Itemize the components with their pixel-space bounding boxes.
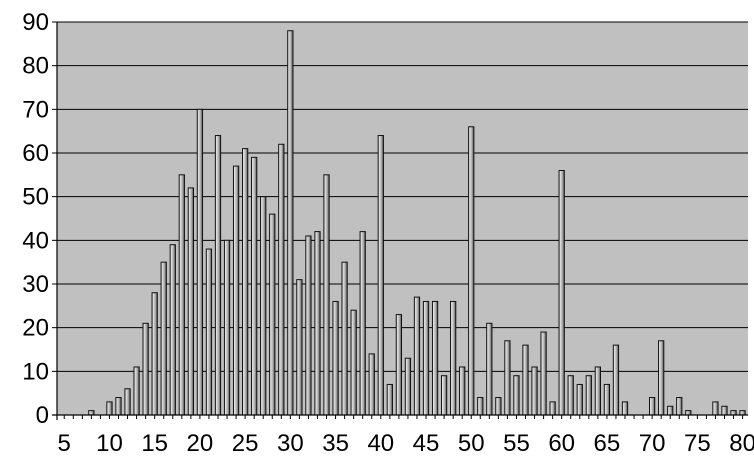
bar [576, 383, 583, 416]
x-tick-label: 30 [277, 430, 304, 457]
bar [739, 410, 746, 416]
bar [133, 366, 140, 416]
bar [649, 397, 656, 416]
bar [504, 340, 511, 416]
bar [287, 30, 294, 416]
bar [422, 300, 430, 416]
bar [368, 353, 375, 416]
bar [232, 165, 240, 416]
bar [468, 126, 475, 416]
bar [278, 143, 285, 416]
bar [115, 397, 122, 416]
bar [242, 148, 249, 416]
bar [314, 231, 321, 416]
x-axis-tick-labels: 5 10 15 20 25 30 35 40 45 50 55 60 65 70 75 80 [58, 430, 754, 457]
x-tick-label: 5 [58, 430, 71, 457]
bar [269, 213, 276, 416]
bar [404, 357, 412, 416]
bar [196, 108, 204, 416]
x-tick-label: 65 [594, 430, 621, 457]
bar [413, 296, 421, 416]
bar [603, 383, 611, 416]
x-tick-label: 40 [367, 430, 394, 457]
x-tick-label: 80 [729, 430, 754, 457]
bar [386, 383, 393, 416]
x-tick-label: 70 [639, 430, 666, 457]
bar [88, 410, 95, 416]
bar [350, 309, 357, 416]
y-tick-label: 0 [36, 402, 49, 429]
bar [549, 401, 556, 416]
bar [594, 366, 601, 416]
bar [712, 401, 719, 416]
bar [540, 331, 547, 416]
bar [621, 401, 629, 416]
bar [323, 174, 330, 416]
axes [52, 21, 748, 420]
bar [341, 261, 348, 416]
x-tick-label: 35 [322, 430, 349, 457]
bar [612, 344, 620, 416]
bar [214, 135, 222, 416]
bar [296, 279, 303, 416]
bar [142, 322, 149, 416]
bar [124, 388, 131, 416]
bar [187, 187, 194, 416]
bar [440, 375, 448, 416]
y-tick-label: 20 [22, 315, 49, 342]
bar [106, 401, 113, 416]
bar [676, 397, 683, 416]
bar [223, 239, 231, 416]
bar [160, 261, 167, 416]
bar [685, 410, 692, 416]
bar [558, 169, 565, 416]
y-tick-label: 70 [22, 96, 49, 123]
bar [377, 135, 384, 416]
bar [251, 156, 258, 416]
x-tick-label: 20 [187, 430, 214, 457]
x-tick-label: 75 [684, 430, 711, 457]
bar [205, 248, 213, 416]
bar [151, 292, 158, 416]
x-tick-label: 25 [232, 430, 259, 457]
bar [450, 300, 457, 416]
bar [395, 314, 403, 416]
y-tick-label: 10 [22, 358, 49, 385]
bar [305, 235, 312, 416]
bar [495, 397, 502, 416]
bar [522, 344, 529, 416]
bar [477, 397, 484, 416]
bar [567, 375, 574, 416]
bar [658, 340, 665, 416]
y-axis-tick-labels: 0 10 20 30 40 50 60 70 80 90 [22, 9, 49, 429]
y-tick-label: 30 [22, 271, 49, 298]
y-tick-label: 50 [22, 184, 49, 211]
y-tick-label: 80 [22, 53, 49, 80]
bar [431, 300, 439, 416]
x-tick-label: 10 [96, 430, 123, 457]
bar [459, 366, 466, 416]
bar [730, 410, 737, 416]
x-tick-label: 60 [548, 430, 575, 457]
y-tick-label: 60 [22, 140, 49, 167]
bar [513, 375, 520, 416]
bar [531, 366, 538, 416]
bar [486, 322, 493, 416]
bar [359, 231, 366, 416]
bar [332, 300, 339, 416]
bar [169, 244, 176, 416]
bar [667, 405, 674, 416]
y-tick-label: 90 [22, 9, 49, 36]
bars [88, 30, 746, 416]
bar [585, 375, 592, 416]
bar [721, 405, 728, 416]
x-tick-label: 55 [503, 430, 530, 457]
x-tick-label: 15 [141, 430, 168, 457]
bar [178, 174, 185, 416]
bar [260, 196, 267, 416]
x-tick-label: 50 [458, 430, 485, 457]
y-tick-label: 40 [22, 227, 49, 254]
x-tick-label: 45 [413, 430, 440, 457]
